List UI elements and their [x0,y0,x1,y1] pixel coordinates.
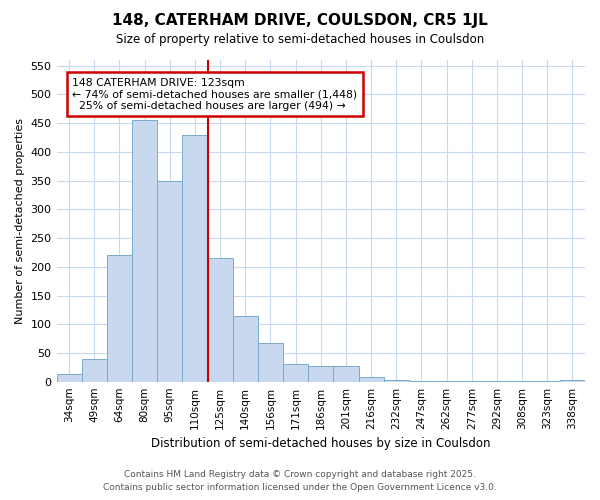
Bar [132,120,157,382]
Text: Contains HM Land Registry data © Crown copyright and database right 2025.
Contai: Contains HM Land Registry data © Crown c… [103,470,497,492]
Bar [509,381,535,382]
Bar [182,134,208,382]
Bar [308,366,334,382]
Bar [56,374,82,382]
Bar [107,256,132,382]
Bar [208,258,233,382]
Text: 148, CATERHAM DRIVE, COULSDON, CR5 1JL: 148, CATERHAM DRIVE, COULSDON, CR5 1JL [112,12,488,28]
Bar [334,366,359,382]
Bar [157,180,182,382]
Bar [283,364,308,382]
Bar [409,380,434,382]
Bar [82,358,107,382]
Bar [383,380,409,382]
X-axis label: Distribution of semi-detached houses by size in Coulsdon: Distribution of semi-detached houses by … [151,437,491,450]
Bar [434,381,459,382]
Text: 148 CATERHAM DRIVE: 123sqm
← 74% of semi-detached houses are smaller (1,448)
  2: 148 CATERHAM DRIVE: 123sqm ← 74% of semi… [73,78,358,111]
Bar [258,342,283,382]
Bar [359,377,383,382]
Bar [560,380,585,382]
Text: Size of property relative to semi-detached houses in Coulsdon: Size of property relative to semi-detach… [116,32,484,46]
Bar [459,381,484,382]
Bar [233,316,258,382]
Bar [535,381,560,382]
Y-axis label: Number of semi-detached properties: Number of semi-detached properties [15,118,25,324]
Bar [484,381,509,382]
